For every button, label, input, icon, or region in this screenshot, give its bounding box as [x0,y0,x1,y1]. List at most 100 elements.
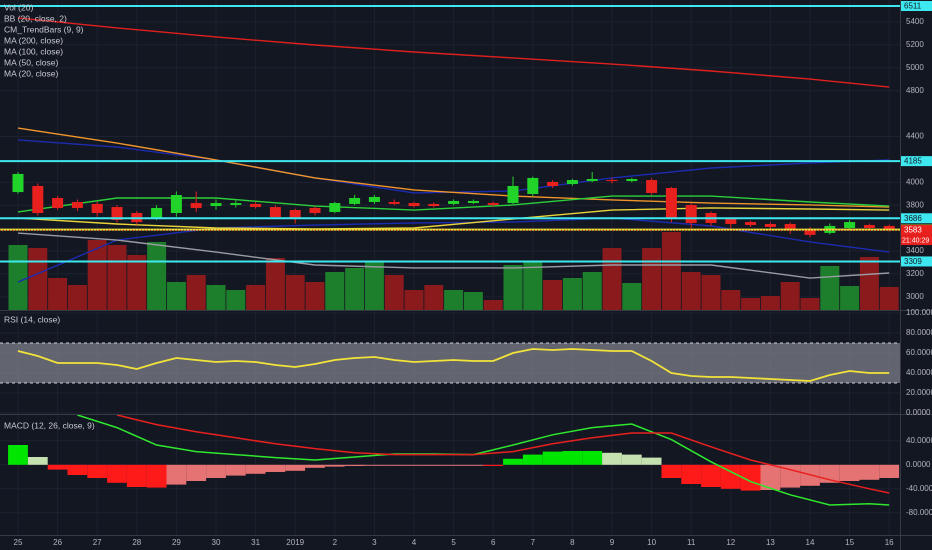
volume-bar [543,280,563,310]
rsi-title: RSI (14, close) [4,314,60,324]
volume-bar [444,290,464,310]
candle-body [210,203,222,207]
candle-body [547,181,559,186]
price-panel [0,5,900,310]
y-tick-label: 5400 [906,17,924,26]
legend-entry: MA (50, close) [4,57,58,67]
histogram-bar [641,457,662,465]
candle-body [527,177,539,194]
price-tag [901,156,932,167]
histogram-bar [206,464,226,478]
price-tag-label: 3309 [904,257,922,266]
x-tick-label: 25 [14,538,23,547]
volume-bar [305,282,325,310]
volume-bar [8,245,28,310]
overlay-line [17,139,890,194]
y-tick-label: -40.0000 [906,484,932,493]
histogram-bar [67,464,88,475]
x-tick-label: 11 [687,538,696,547]
y-tick-label: 80.0000 [906,328,932,337]
x-tick-label: 2019 [286,538,304,547]
candle-body [52,198,64,208]
histogram-bar [443,464,464,466]
legend-entry: BB (20, close, 2) [4,13,67,23]
candle-body [250,203,262,208]
histogram-bar [542,451,563,465]
y-tick-label: 3000 [906,292,924,301]
candle-body [745,222,757,226]
histogram-bar [245,464,266,474]
candle-body [804,228,816,235]
x-tick-label: 31 [251,538,260,547]
volume-bar [107,245,127,310]
histogram-bar [661,464,682,478]
histogram-bar [166,464,187,485]
rsi-band [0,343,900,383]
macd-panel [8,415,900,506]
price-tag [901,213,932,224]
volume-bar [602,248,622,310]
candle-body [289,210,301,219]
candle-body [646,180,658,193]
histogram-bar [681,464,702,484]
volume-bar [404,290,424,310]
volume-bar [800,298,820,310]
candle-body [170,195,182,214]
candle-body [883,225,895,231]
candle-body [764,223,776,227]
candle-body [665,188,677,219]
histogram-bar [87,464,108,478]
histogram-bar [423,464,444,466]
volume-bar [701,275,721,310]
histogram-bar [602,452,622,465]
candle-body [230,203,242,205]
legend-entry: CM_TrendBars (9, 9) [4,24,84,34]
volume-bar [741,298,761,310]
volume-bar [265,258,285,310]
histogram-bar [265,464,286,472]
histogram-bar [839,464,860,481]
volume-bar [661,232,681,310]
volume-bar [721,290,741,310]
price-tag-label: 3583 [904,226,922,235]
histogram-bar [720,464,741,489]
candle-body [368,196,380,203]
histogram-bar [503,458,523,465]
candle-body [448,200,460,204]
legend-entry: MA (20, close) [4,68,58,78]
overlay-line [17,217,890,283]
candle-body [784,223,796,230]
histogram-bar [47,464,68,470]
candle-body [329,203,341,212]
y-tick-label: 4000 [906,177,924,186]
candle-body [566,180,578,185]
histogram-bar [621,454,642,465]
volume-bar [325,272,345,310]
price-tag-label: 6511 [904,2,922,11]
volume-bar [246,285,266,310]
candle-body [408,203,420,207]
x-tick-label: 4 [412,538,417,547]
candle-body [269,207,281,218]
volume-bar [859,257,879,310]
histogram-bar [344,464,365,466]
y-tick-label: 100.0000 [906,308,932,317]
volume-bar [503,265,523,310]
volume-bar [206,285,226,310]
candle-body [606,180,618,182]
volume-bar [840,286,860,310]
x-tick-label: 30 [212,538,221,547]
histogram-bar [859,464,880,480]
y-tick-label: -80.0000 [906,508,932,517]
volume-bar [147,242,167,310]
legend-entry: Vol (20) [4,2,33,12]
y-tick-label: 3800 [906,200,924,209]
histogram-bar [582,451,603,465]
volume-bar [87,240,107,310]
histogram-bar [522,454,543,465]
candle-body [388,202,400,204]
volume-bar [562,278,582,310]
price-tag [901,256,932,267]
x-tick-label: 27 [93,538,102,547]
